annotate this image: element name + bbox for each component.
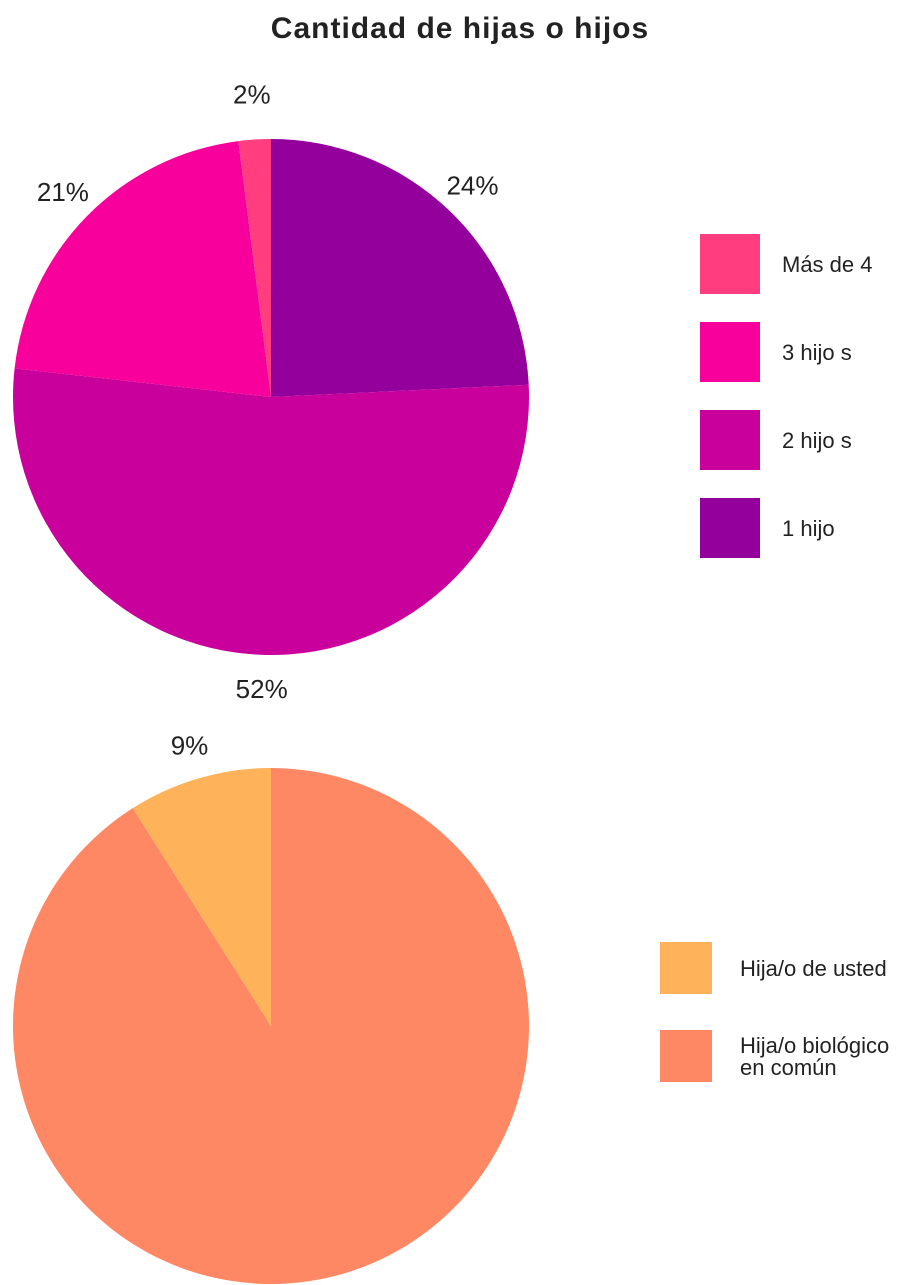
legend-swatch-hija-o-de-usted [660, 942, 712, 994]
legend-label-2-hijo-s: 2 hijo s [782, 428, 852, 453]
legend-swatch-2-hijo-s [700, 410, 760, 470]
pie-slice-hija-o-biol-gico-en-com-n [12, 768, 529, 1285]
legend-swatch-1-hijo [700, 498, 760, 558]
chart-title: Cantidad de hijas o hijos [270, 12, 650, 45]
legend-label-hija-o-biol-gico-en-com-n: Hija/o biológico en común [740, 1033, 889, 1080]
legend-swatch-3-hijo-s [700, 322, 760, 382]
legend-swatch-hija-o-biol-gico-en-com-n [660, 1030, 712, 1082]
legend-label-m-s-de-4: Más de 4 [782, 252, 873, 277]
pie-slice-1-hijo [271, 139, 529, 397]
pie-chart-children-count: 24% 52% 21% 2% [13, 80, 530, 704]
legend-label-hija-o-de-usted: Hija/o de usted [740, 956, 887, 981]
legend-label-1-hijo: 1 hijo [782, 516, 835, 541]
slice-label-hija-o-de-usted: 9% [171, 731, 209, 761]
legend-child-relation: Hija/o de usted Hija/o biológico en común [660, 942, 889, 1082]
pie-slice-m-s-de-4 [238, 139, 271, 397]
pie-slice-hija-o-de-usted [132, 768, 271, 1026]
slice-label-2-hijo-s: 52% [236, 674, 288, 704]
legend-children-count: Más de 4 3 hijo s 2 hijo s 1 hijo [700, 234, 873, 558]
slice-label-1-hijo: 24% [446, 171, 498, 201]
slice-label-3-hijo-s: 21% [37, 177, 89, 207]
slice-label-m-s-de-4: 2% [233, 80, 271, 110]
legend-label-3-hijo-s: 3 hijo s [782, 340, 852, 365]
legend-swatch-m-s-de-4 [700, 234, 760, 294]
pie-chart-child-relation: 91%9% [12, 731, 529, 1285]
pie-slice-3-hijo-s [14, 141, 272, 397]
pie-slice-2-hijo-s [13, 368, 530, 655]
